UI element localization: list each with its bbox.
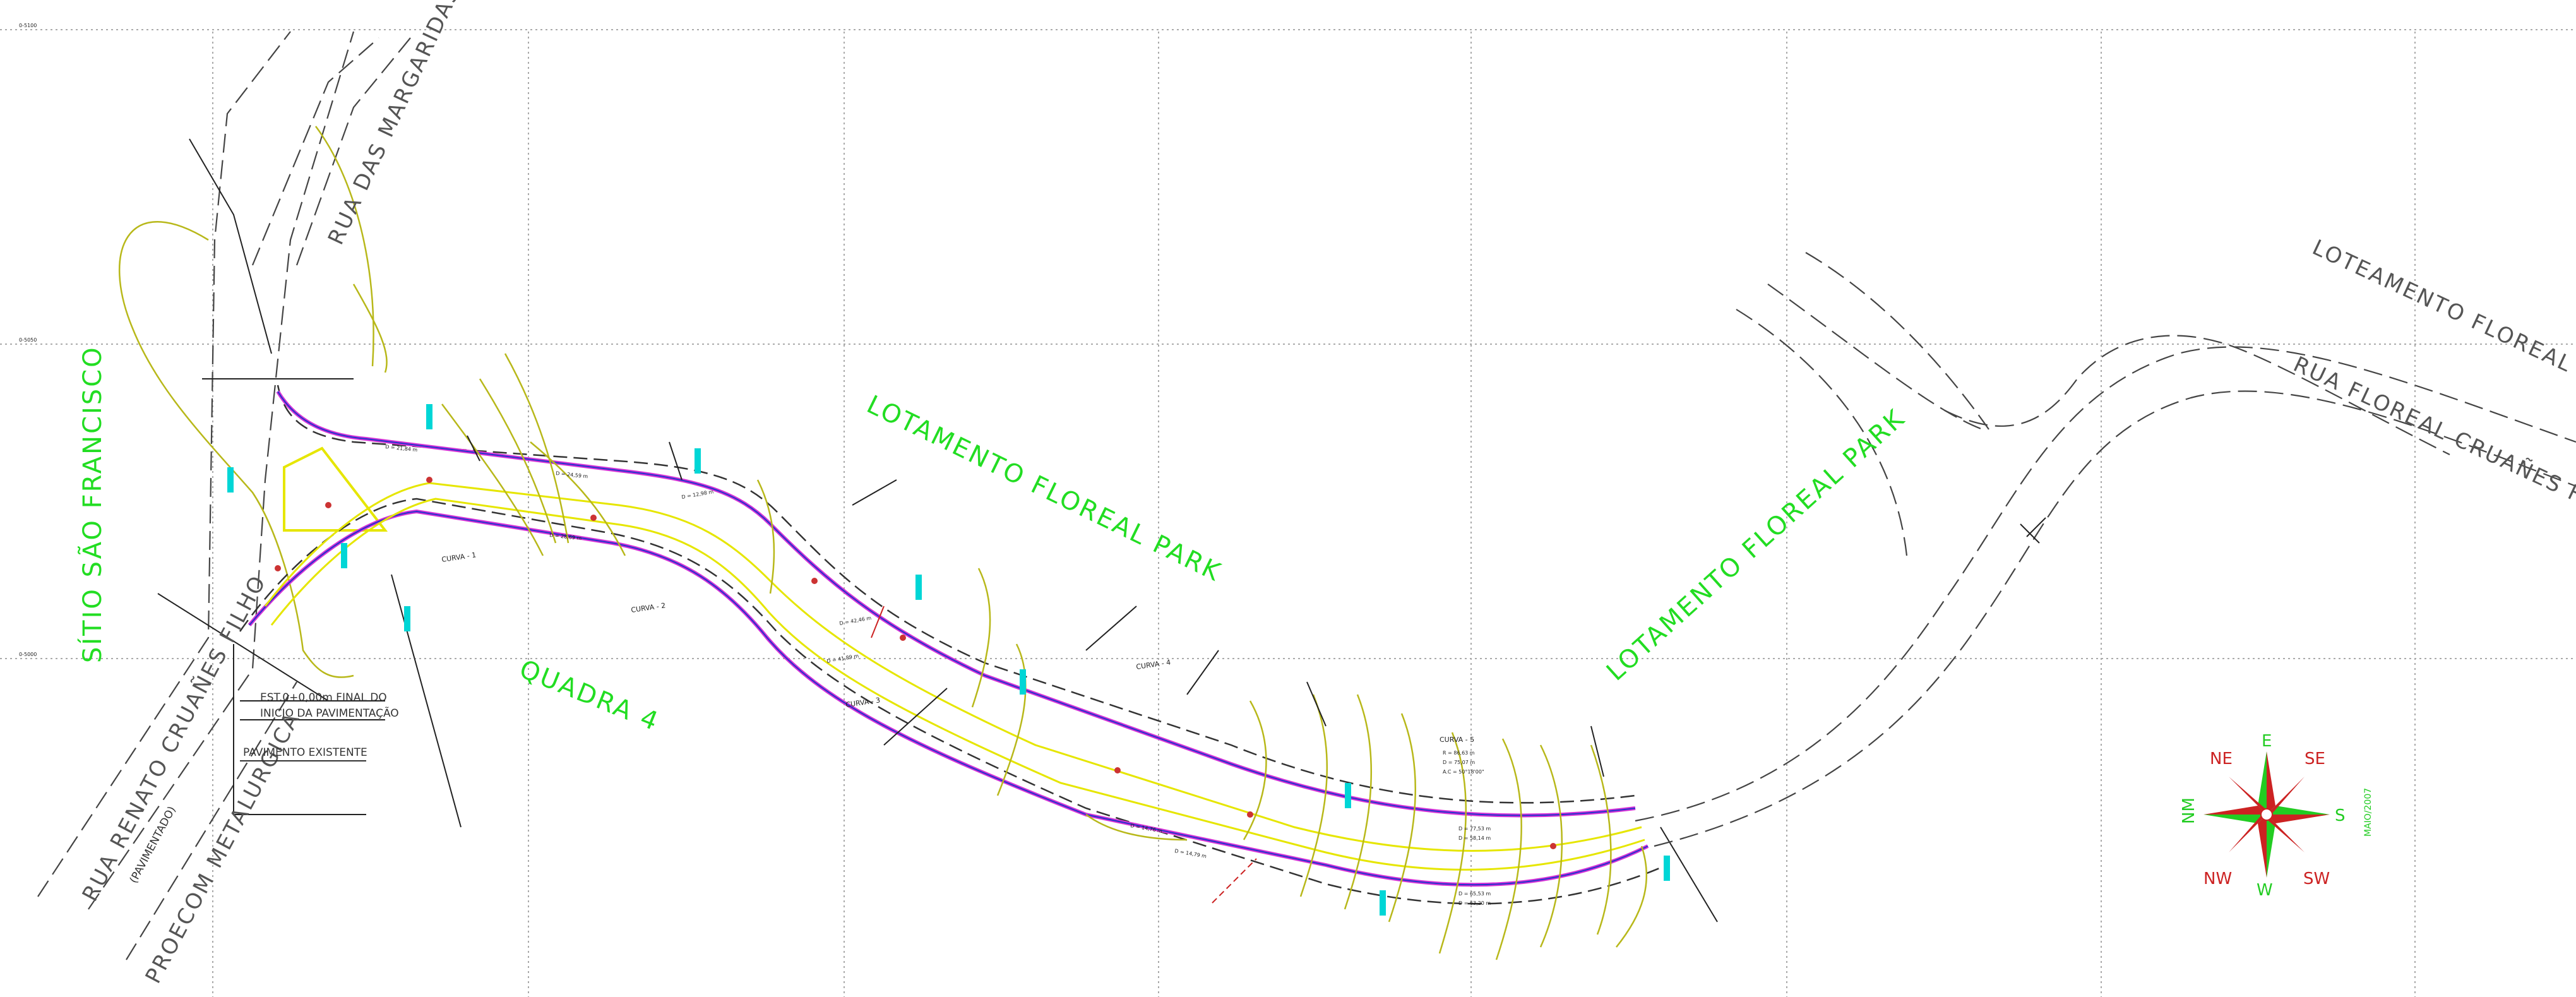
compass-s: S: [2335, 806, 2346, 825]
curve-3-label: CURVA - 3: [845, 696, 881, 709]
grid-label-top: 0-5100: [19, 23, 37, 28]
dim-2: D = 24,59 m: [556, 470, 588, 479]
traffic-island: [284, 448, 385, 530]
note-est-line2: INICIO DA PAVIMENTAÇÃO: [260, 706, 399, 720]
dim-7: D = 14,76 m: [1130, 823, 1163, 834]
label-lotamento-1: LOTAMENTO FLOREAL PARK: [862, 390, 1227, 588]
curve-5-ac: A.C = 50°18'00": [1443, 769, 1484, 775]
compass-nm: NM: [2179, 797, 2198, 824]
dim-9: D = 77,53 m: [1458, 826, 1491, 832]
grid-label-low: 0-5000: [19, 652, 37, 657]
right-streets: [1635, 253, 2576, 846]
compass-sw: SW: [2303, 869, 2330, 888]
compass-se: SE: [2305, 749, 2325, 768]
compass-e: E: [2262, 732, 2272, 751]
compass-nw: NW: [2203, 869, 2232, 888]
dim-11: D = 65,53 m: [1458, 891, 1491, 897]
compass-rose: E NE SE NM S NW W SW MAIO/2007: [2179, 732, 2373, 900]
curve-2-label: CURVA - 2: [631, 601, 666, 614]
compass-w: W: [2257, 881, 2273, 900]
dim-8: D = 14,79 m: [1174, 848, 1207, 859]
grid: 0-5100 0-5050 0-5000: [0, 23, 2576, 997]
curve-5-radius: R = 86,63 m: [1443, 750, 1475, 756]
road-markers: [275, 477, 1556, 849]
curve-4-label: CURVA - 4: [1136, 658, 1171, 671]
dim-5: D = 42,46 m: [839, 615, 872, 626]
curve-5-dev: D = 75,07 m: [1443, 760, 1475, 765]
grid-label-mid: 0-5050: [19, 337, 37, 343]
label-rua-floreal: RUA FLOREAL CRUAÑES FILHO: [2289, 352, 2576, 534]
note-pavimento: PAVIMENTO EXISTENTE: [243, 746, 367, 759]
label-rua-margaridas: RUA DAS MARGARIDAS: [323, 0, 465, 249]
dim-4: D = 12,98 m: [681, 489, 714, 500]
compass-date: MAIO/2007: [2363, 788, 2373, 837]
curve-5-label: CURVA - 5: [1440, 736, 1474, 744]
label-quadra: QUADRA 4: [515, 655, 664, 737]
curve-1-label: CURVA - 1: [441, 551, 477, 564]
note-est-line1: EST.0+0,00m FINAL DO: [260, 691, 387, 704]
dim-6: D = 41,89 m: [826, 653, 859, 664]
cyan-markers: [227, 404, 1670, 916]
main-road: [240, 385, 1667, 904]
label-sitio: SÍTIO SÃO FRANCISCO: [77, 345, 107, 663]
dim-12: D = 63,20 m: [1458, 900, 1491, 906]
compass-ne: NE: [2210, 749, 2233, 768]
label-lotamento-2: LOTAMENTO FLOREAL PARK: [1601, 403, 1911, 686]
contour-left-3: [354, 284, 387, 373]
dim-10: D = 58,14 m: [1458, 835, 1491, 841]
